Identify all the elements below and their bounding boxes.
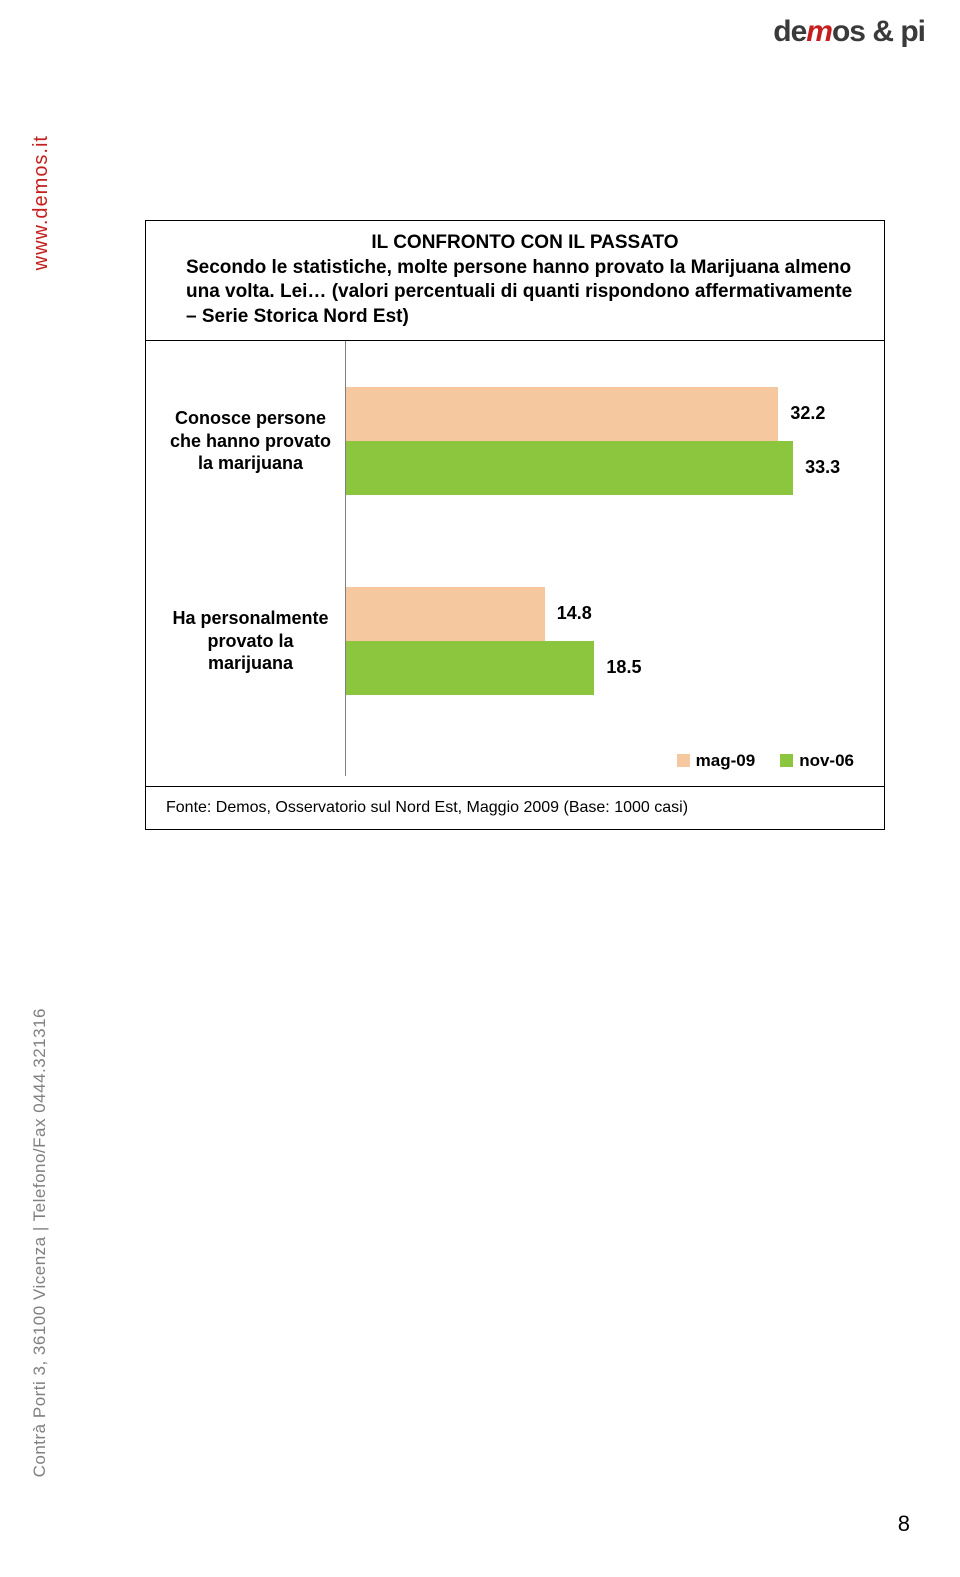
sidebar-url: www.demos.it [30, 135, 53, 270]
legend-right-cell: mag-09 nov-06 [346, 741, 884, 776]
chart-bar [346, 641, 594, 695]
bar-value: 33.3 [805, 457, 840, 478]
brand-logo: demos & pi [773, 15, 925, 49]
legend-item: nov-06 [780, 751, 854, 771]
category-label: Ha personalmente provato la marijuana [166, 607, 335, 675]
chart-title-block: IL CONFRONTO CON IL PASSATO Secondo le s… [146, 221, 884, 341]
chart-bar [346, 441, 793, 495]
bar-wrapper: 32.2 [346, 387, 884, 441]
bars-cell: 32.2 33.3 [346, 341, 884, 541]
legend-label: nov-06 [799, 751, 854, 771]
legend-axis-cell [146, 741, 346, 776]
chart-category-row: Conosce persone che hanno provato la mar… [146, 341, 884, 541]
sidebar-contact: Contrà Porti 3, 36100 Vicenza | Telefono… [30, 1008, 50, 1477]
logo-mid: m [806, 15, 832, 48]
bar-wrapper: 18.5 [346, 641, 884, 695]
legend-label: mag-09 [696, 751, 756, 771]
chart-footer: Fonte: Demos, Osservatorio sul Nord Est,… [146, 786, 884, 829]
bar-wrapper: 33.3 [346, 441, 884, 495]
bar-value: 18.5 [606, 657, 641, 678]
chart-title: IL CONFRONTO CON IL PASSATO [186, 231, 864, 256]
bar-value: 32.2 [790, 403, 825, 424]
logo-prefix: de [773, 15, 806, 48]
logo-suffix: os & pi [832, 15, 925, 48]
chart-body: Conosce persone che hanno provato la mar… [146, 341, 884, 786]
category-label-cell: Conosce persone che hanno provato la mar… [146, 341, 346, 541]
bar-value: 14.8 [557, 603, 592, 624]
legend-swatch [677, 754, 690, 767]
bars-cell: 14.8 18.5 [346, 541, 884, 741]
chart-subtitle: Secondo le statistiche, molte persone ha… [186, 256, 864, 330]
chart-category-row: Ha personalmente provato la marijuana14.… [146, 541, 884, 741]
chart-bar [346, 387, 778, 441]
page-number: 8 [898, 1511, 910, 1537]
legend-item: mag-09 [677, 751, 756, 771]
chart-container: IL CONFRONTO CON IL PASSATO Secondo le s… [145, 220, 885, 830]
category-label: Conosce persone che hanno provato la mar… [166, 407, 335, 475]
bar-wrapper: 14.8 [346, 587, 884, 641]
legend-swatch [780, 754, 793, 767]
chart-bar [346, 587, 545, 641]
legend-container: mag-09 nov-06 [146, 741, 884, 776]
category-label-cell: Ha personalmente provato la marijuana [146, 541, 346, 741]
